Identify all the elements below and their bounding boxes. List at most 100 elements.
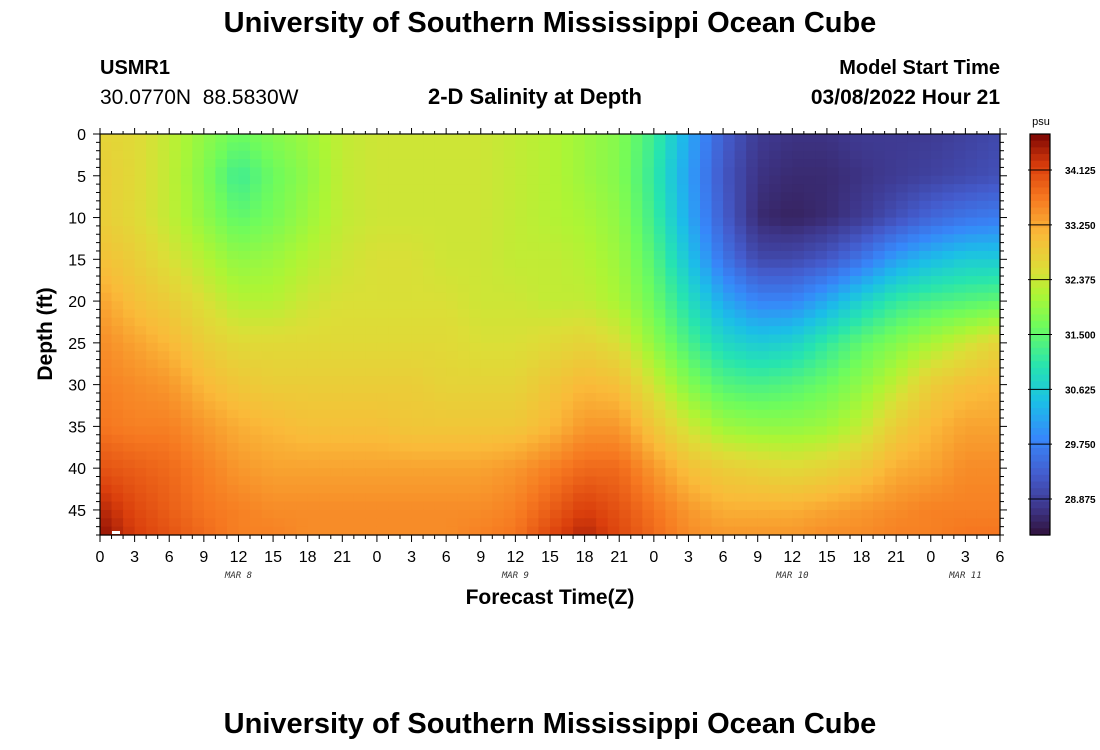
heatmap-cell bbox=[619, 443, 632, 453]
heatmap-cell bbox=[307, 518, 320, 528]
heatmap-cell bbox=[284, 317, 297, 327]
heatmap-cell bbox=[400, 468, 413, 478]
heatmap-cell bbox=[169, 309, 182, 319]
heatmap-cell bbox=[688, 501, 701, 511]
heatmap-cell bbox=[446, 267, 459, 277]
heatmap-cell bbox=[596, 284, 609, 294]
heatmap-cell bbox=[526, 250, 540, 260]
heatmap-cell bbox=[734, 509, 747, 519]
heatmap-cell bbox=[930, 443, 943, 453]
heatmap-cell bbox=[942, 309, 955, 319]
heatmap-cell bbox=[134, 134, 147, 143]
heatmap-cell bbox=[169, 276, 182, 285]
heatmap-cell bbox=[307, 142, 320, 152]
heatmap-cell bbox=[330, 142, 343, 152]
heatmap-cell bbox=[342, 518, 355, 528]
heatmap-cell bbox=[469, 184, 482, 194]
heatmap-cell bbox=[584, 192, 597, 202]
heatmap-cell bbox=[134, 409, 147, 419]
heatmap-cell bbox=[988, 225, 1001, 235]
heatmap-cell bbox=[388, 426, 401, 436]
heatmap-cell bbox=[238, 142, 251, 152]
heatmap-cell bbox=[457, 443, 470, 453]
heatmap-cell bbox=[573, 342, 586, 352]
heatmap-cell bbox=[250, 409, 263, 419]
heatmap-cell bbox=[930, 426, 943, 436]
heatmap-cell bbox=[561, 175, 574, 185]
heatmap-cell bbox=[907, 150, 920, 160]
heatmap-cell bbox=[157, 409, 170, 419]
heatmap-cell bbox=[342, 134, 355, 143]
heatmap-cell bbox=[203, 142, 216, 152]
heatmap-cell bbox=[503, 259, 516, 269]
heatmap-cell bbox=[492, 209, 505, 219]
heatmap-cell bbox=[757, 418, 770, 427]
heatmap-cell bbox=[873, 459, 886, 469]
heatmap-cell bbox=[988, 359, 1001, 369]
heatmap-cell bbox=[780, 326, 793, 336]
heatmap-cell bbox=[434, 526, 447, 536]
heatmap-cell bbox=[815, 284, 828, 294]
heatmap-cell bbox=[169, 418, 182, 427]
heatmap-cell bbox=[746, 526, 759, 536]
heatmap-cell bbox=[238, 292, 251, 302]
heatmap-cell bbox=[307, 443, 320, 453]
y-axis-label: Depth (ft) bbox=[34, 287, 57, 380]
heatmap-cell bbox=[273, 200, 286, 210]
heatmap-cell bbox=[965, 134, 978, 143]
heatmap-cell bbox=[157, 376, 170, 386]
heatmap-cell bbox=[111, 134, 124, 143]
heatmap-cell bbox=[584, 225, 597, 235]
heatmap-cell bbox=[134, 509, 147, 519]
heatmap-cell bbox=[688, 367, 701, 377]
heatmap-cell bbox=[480, 526, 493, 536]
heatmap-cell bbox=[296, 351, 309, 361]
heatmap-cell bbox=[988, 159, 1001, 169]
heatmap-cell bbox=[319, 493, 332, 503]
heatmap-cell bbox=[861, 509, 874, 519]
heatmap-cell bbox=[838, 192, 851, 202]
heatmap-cell bbox=[665, 159, 678, 169]
heatmap-cell bbox=[838, 468, 851, 478]
heatmap-cell bbox=[942, 200, 955, 210]
heatmap-cell bbox=[492, 367, 505, 377]
heatmap-cell bbox=[965, 276, 978, 285]
heatmap-cell bbox=[884, 434, 897, 444]
heatmap-cell bbox=[411, 284, 424, 294]
heatmap-cell bbox=[838, 326, 851, 336]
heatmap-cell bbox=[296, 384, 309, 394]
heatmap-cell bbox=[630, 301, 643, 311]
heatmap-cell bbox=[976, 376, 990, 386]
heatmap-cell bbox=[538, 167, 551, 177]
heatmap-cell bbox=[203, 476, 216, 486]
heatmap-cell bbox=[330, 309, 343, 319]
heatmap-cell bbox=[700, 217, 713, 227]
heatmap-cell bbox=[988, 351, 1001, 361]
heatmap-cell bbox=[492, 518, 505, 528]
colorbar-swatch bbox=[1030, 174, 1050, 182]
heatmap-cell bbox=[861, 384, 874, 394]
heatmap-cell bbox=[780, 217, 793, 227]
heatmap-cell bbox=[907, 376, 920, 386]
heatmap-cell bbox=[988, 184, 1001, 194]
heatmap-cell bbox=[676, 518, 690, 528]
heatmap-cell bbox=[492, 334, 505, 344]
heatmap-cell bbox=[919, 418, 932, 427]
heatmap-cell bbox=[596, 426, 609, 436]
heatmap-cell bbox=[203, 134, 216, 143]
heatmap-cell bbox=[769, 451, 782, 461]
heatmap-cell bbox=[769, 234, 782, 244]
heatmap-cell bbox=[630, 175, 643, 185]
heatmap-cell bbox=[100, 451, 113, 461]
heatmap-cell bbox=[284, 351, 297, 361]
heatmap-cell bbox=[307, 459, 320, 469]
heatmap-cell bbox=[953, 359, 966, 369]
heatmap-cell bbox=[850, 142, 863, 152]
heatmap-cell bbox=[492, 526, 505, 536]
heatmap-cell bbox=[515, 351, 528, 361]
heatmap-cell bbox=[215, 200, 228, 210]
heatmap-cell bbox=[826, 418, 840, 427]
heatmap-cell bbox=[411, 501, 424, 511]
heatmap-cell bbox=[919, 493, 932, 503]
heatmap-cell bbox=[930, 351, 943, 361]
